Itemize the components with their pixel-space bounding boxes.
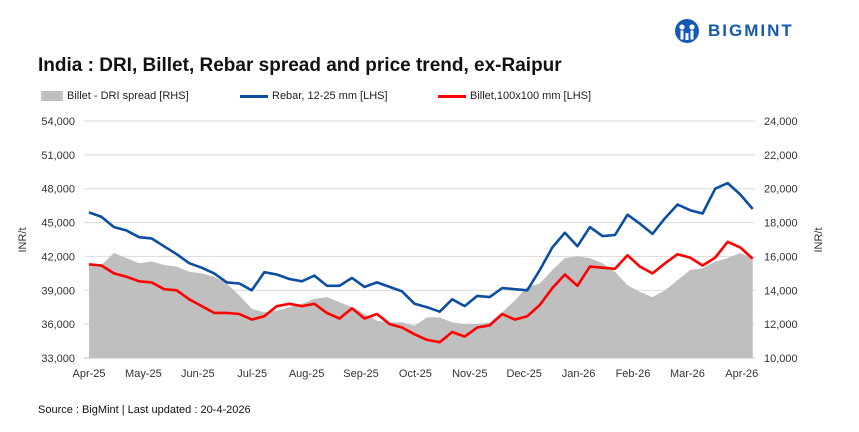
y-tick-label-left: 33,000 [41,353,75,365]
y-tick-label-left: 48,000 [41,184,75,196]
spread-area [89,253,753,358]
x-tick-label: Apr-25 [72,368,105,380]
bigmint-logo-icon [675,19,699,43]
x-tick-label: Jan-26 [562,368,596,380]
y-tick-label-right: 14,000 [764,285,798,297]
y-tick-label-right: 12,000 [764,319,798,331]
x-tick-label: Nov-25 [452,368,487,380]
x-tick-label: Aug-25 [289,368,324,380]
x-tick-label: Jun-25 [181,368,215,380]
legend-label-rebar: Rebar, 12-25 mm [LHS] [272,90,388,102]
legend-label-spread: Billet - DRI spread [RHS] [67,90,189,102]
chart-title: India : DRI, Billet, Rebar spread and pr… [38,55,562,76]
x-tick-label: Apr-26 [725,368,758,380]
x-tick-label: Feb-26 [616,368,651,380]
rebar-line [88,181,754,314]
y-tick-label-left: 42,000 [41,251,75,263]
y-tick-label-right: 10,000 [764,353,798,365]
legend-label-billet: Billet,100x100 mm [LHS] [470,90,592,102]
y-axis-title-right: INR/t [813,227,825,252]
source-note: Source : BigMint | Last updated : 20-4-2… [38,404,251,416]
y-tick-label-left: 51,000 [41,150,75,162]
legend-item-billet: Billet,100x100 mm [LHS] [438,90,591,102]
billet-line [88,240,754,344]
bigmint-logo: BIGMINT [674,18,794,44]
x-tick-label: Mar-26 [670,368,705,380]
y-tick-label-right: 20,000 [764,184,798,196]
y-tick-label-right: 24,000 [764,116,798,128]
y-axis-title-left: INR/t [17,227,29,252]
x-tick-label: Oct-25 [399,368,432,380]
legend-swatch-spread [41,91,63,101]
legend-item-spread: Billet - DRI spread [RHS] [41,90,189,102]
y-tick-label-left: 39,000 [41,285,75,297]
y-tick-label-right: 16,000 [764,251,798,263]
y-tick-label-right: 18,000 [764,218,798,230]
x-tick-label: May-25 [125,368,162,380]
legend-item-rebar: Rebar, 12-25 mm [LHS] [240,90,388,102]
logo-text: BIGMINT [708,21,794,40]
legend-swatch-rebar [240,94,268,98]
x-tick-label: Jul-25 [237,368,267,380]
x-tick-label: Sep-25 [343,368,378,380]
y-tick-label-left: 54,000 [41,116,75,128]
y-tick-label-left: 45,000 [41,218,75,230]
y-tick-label-right: 22,000 [764,150,798,162]
legend-swatch-billet [438,94,466,98]
x-tick-label: Dec-25 [506,368,541,380]
y-tick-label-left: 36,000 [41,319,75,331]
